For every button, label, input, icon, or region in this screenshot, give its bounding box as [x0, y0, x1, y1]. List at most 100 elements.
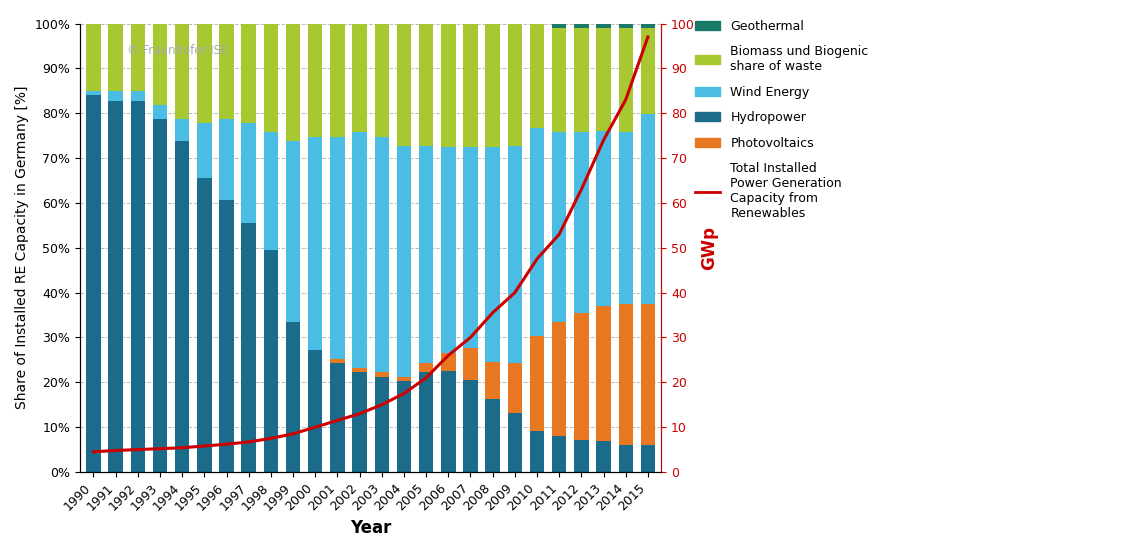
Text: © Fraunhofer ISE: © Fraunhofer ISE — [126, 44, 228, 57]
Bar — [131, 92, 145, 100]
Bar — [552, 322, 567, 436]
Bar — [530, 431, 544, 472]
Bar — [375, 24, 390, 137]
Bar — [108, 100, 123, 472]
Bar — [552, 132, 567, 322]
Legend: Geothermal, Biomass und Biogenic
share of waste, Wind Energy, Hydropower, Photov: Geothermal, Biomass und Biogenic share o… — [690, 14, 874, 225]
Bar — [575, 440, 588, 472]
Bar — [396, 377, 411, 381]
Bar — [330, 137, 344, 359]
Bar — [175, 141, 190, 472]
Bar — [640, 114, 655, 304]
Bar — [463, 348, 478, 380]
Bar — [441, 371, 455, 472]
Bar — [308, 349, 323, 472]
Bar — [242, 123, 256, 223]
Bar — [508, 146, 522, 363]
Bar — [619, 28, 633, 132]
Bar — [508, 413, 522, 472]
Bar — [152, 24, 167, 105]
Bar — [330, 359, 344, 363]
Bar — [530, 128, 544, 336]
Bar — [175, 24, 190, 119]
Bar — [530, 24, 544, 128]
Bar — [419, 24, 434, 146]
Bar — [352, 368, 367, 373]
Bar — [108, 92, 123, 100]
Bar — [152, 105, 167, 119]
Bar — [463, 380, 478, 472]
Bar — [131, 100, 145, 472]
Bar — [330, 24, 344, 137]
Bar — [242, 24, 256, 123]
Bar — [441, 147, 455, 353]
Bar — [286, 24, 300, 141]
Bar — [419, 146, 434, 363]
Bar — [575, 28, 588, 132]
Bar — [640, 28, 655, 114]
Bar — [575, 132, 588, 314]
Bar — [640, 304, 655, 445]
Bar — [108, 24, 123, 92]
Bar — [396, 381, 411, 472]
Bar — [640, 24, 655, 28]
Bar — [619, 445, 633, 472]
Bar — [596, 440, 611, 472]
Bar — [396, 146, 411, 377]
Bar — [86, 91, 100, 95]
Bar — [485, 399, 500, 472]
Bar — [596, 24, 611, 28]
Bar — [575, 314, 588, 440]
Bar — [596, 306, 611, 440]
Bar — [175, 119, 190, 141]
Bar — [485, 24, 500, 147]
Bar — [463, 24, 478, 147]
Bar — [352, 132, 367, 368]
Bar — [198, 178, 211, 472]
Bar — [86, 95, 100, 472]
Bar — [552, 24, 567, 28]
Y-axis label: Share of Installed RE Capacity in Germany [%]: Share of Installed RE Capacity in German… — [15, 86, 29, 410]
Bar — [619, 24, 633, 28]
Bar — [198, 123, 211, 178]
Bar — [286, 141, 300, 322]
Bar — [330, 363, 344, 472]
Bar — [441, 24, 455, 147]
X-axis label: Year: Year — [350, 519, 392, 537]
Bar — [485, 362, 500, 399]
Bar — [552, 28, 567, 132]
Bar — [198, 24, 211, 123]
Bar — [352, 24, 367, 132]
Bar — [485, 147, 500, 362]
Bar — [219, 24, 234, 119]
Bar — [308, 24, 323, 137]
Bar — [552, 436, 567, 472]
Y-axis label: GWp: GWp — [700, 226, 718, 270]
Bar — [463, 147, 478, 348]
Bar — [619, 304, 633, 445]
Bar — [596, 131, 611, 306]
Bar — [596, 28, 611, 131]
Bar — [264, 250, 278, 472]
Bar — [219, 200, 234, 472]
Bar — [264, 132, 278, 250]
Bar — [242, 223, 256, 472]
Bar — [375, 373, 390, 377]
Bar — [619, 132, 633, 304]
Bar — [308, 137, 323, 349]
Bar — [131, 24, 145, 92]
Bar — [419, 373, 434, 472]
Bar — [264, 24, 278, 132]
Bar — [508, 24, 522, 146]
Bar — [508, 363, 522, 413]
Bar — [375, 377, 390, 472]
Bar — [396, 24, 411, 146]
Bar — [219, 119, 234, 200]
Bar — [352, 373, 367, 472]
Bar — [286, 322, 300, 472]
Bar — [152, 119, 167, 472]
Bar — [530, 336, 544, 431]
Bar — [575, 24, 588, 28]
Bar — [419, 363, 434, 373]
Bar — [375, 137, 390, 373]
